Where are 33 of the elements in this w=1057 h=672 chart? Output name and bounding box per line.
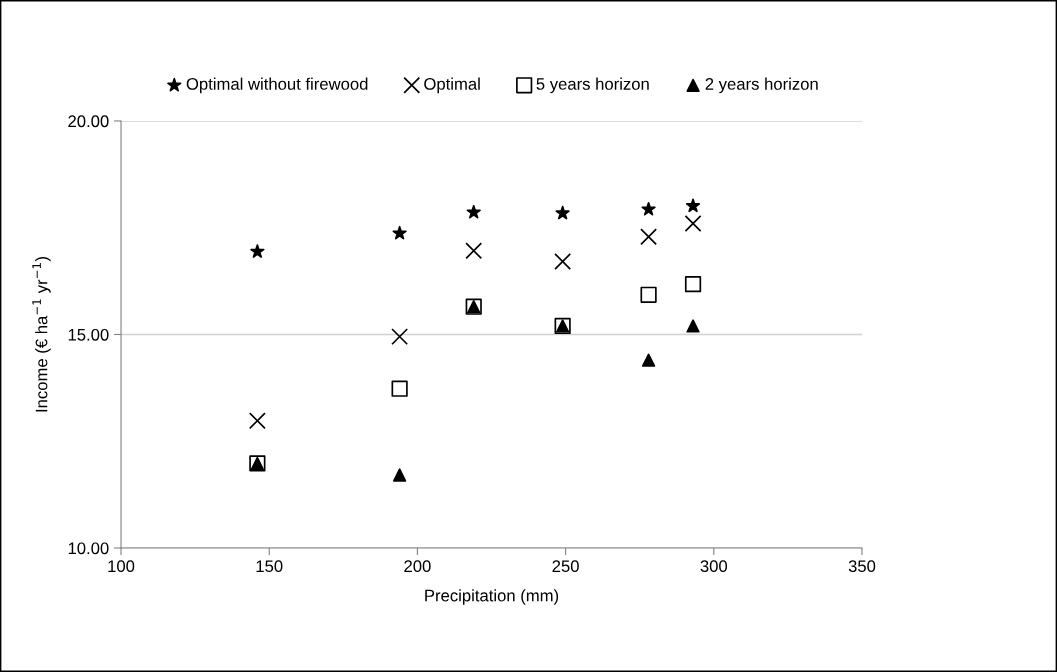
x-tick-label: 350 bbox=[848, 560, 876, 573]
point bbox=[392, 225, 407, 240]
x-axis-title: Precipitation (mm) bbox=[425, 589, 559, 605]
point bbox=[248, 412, 266, 430]
point bbox=[686, 319, 700, 333]
legend-label: 5 years horizon bbox=[536, 77, 649, 94]
y-axis-title: Income (€ ha$^{−1}$ yr$^{−1}$) bbox=[32, 257, 51, 412]
point bbox=[391, 380, 408, 397]
legend-label: Optimal without firewood bbox=[186, 77, 368, 94]
point bbox=[391, 328, 409, 346]
x-tick-label: 100 bbox=[108, 560, 135, 573]
x-tick-label: 250 bbox=[552, 560, 579, 573]
point bbox=[684, 275, 702, 293]
point bbox=[641, 353, 656, 367]
point bbox=[641, 201, 656, 216]
point bbox=[555, 205, 570, 220]
point bbox=[466, 204, 481, 219]
point bbox=[640, 228, 658, 246]
y-tick-label: 20.00 bbox=[68, 115, 109, 128]
point bbox=[392, 468, 407, 482]
x-tick-label: 200 bbox=[404, 560, 431, 573]
x-tick-label: 300 bbox=[700, 560, 728, 573]
y-tick-label: 15.00 bbox=[68, 328, 109, 341]
x-tick-label: 150 bbox=[256, 560, 283, 573]
point bbox=[640, 286, 657, 303]
point bbox=[685, 198, 701, 213]
legend-label: Optimal bbox=[424, 77, 480, 94]
legend-label: 2 years horizon bbox=[705, 77, 818, 94]
point bbox=[554, 253, 572, 270]
point bbox=[250, 244, 265, 258]
point bbox=[684, 215, 702, 232]
y-tick-label: 10.00 bbox=[68, 542, 109, 555]
point bbox=[465, 242, 483, 260]
